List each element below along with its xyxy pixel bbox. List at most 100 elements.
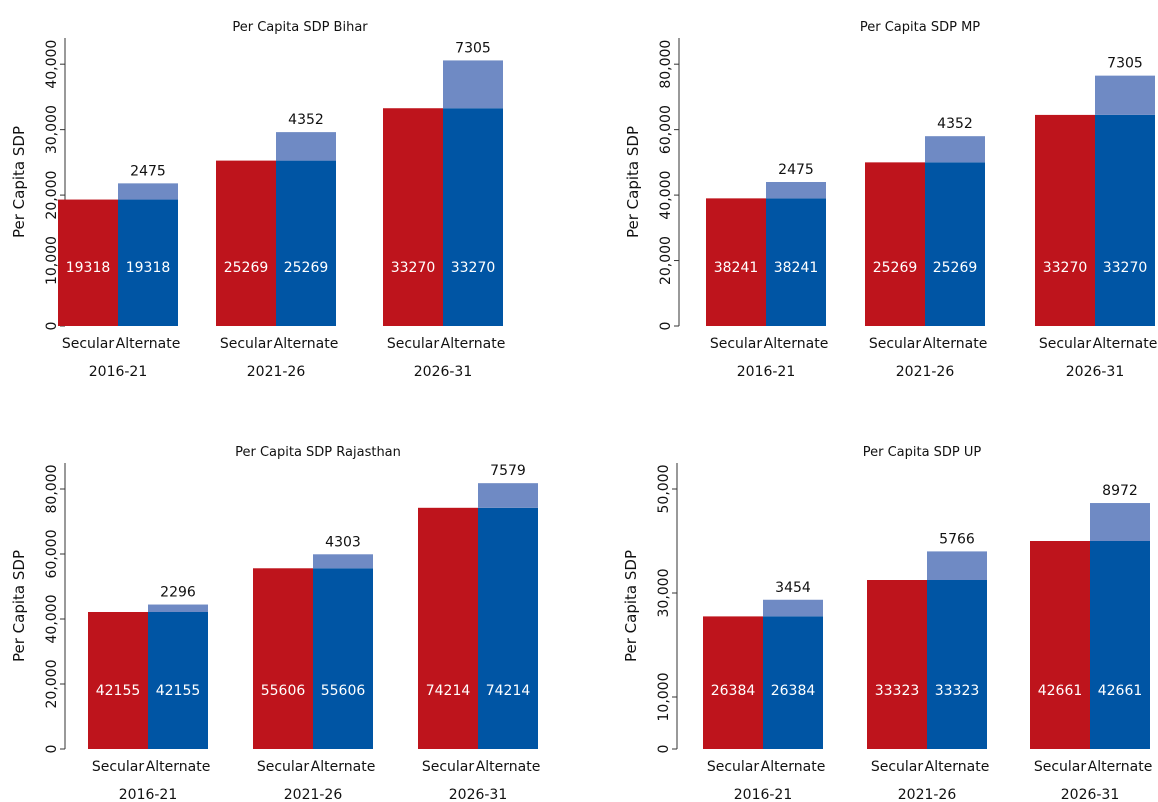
y-tick-label: 40,000	[44, 595, 60, 644]
y-tick-label: 20,000	[44, 660, 60, 709]
value-label-alternate: 33270	[1103, 260, 1148, 276]
bar-secular	[58, 199, 118, 326]
chart-panel-3: Per Capita SDP UP Per Capita SDP 0 10,000 30…	[622, 445, 1152, 802]
value-label-increment: 3454	[775, 580, 811, 596]
value-label-alternate: 38241	[774, 260, 819, 276]
bar-label-secular: Secular	[869, 336, 922, 352]
y-tick-label: 0	[44, 322, 60, 331]
bar-alternate-increment	[118, 183, 178, 200]
bar-alternate-increment	[763, 599, 823, 617]
bar-alternate	[148, 611, 208, 749]
bar-label-alternate: Alternate	[1088, 759, 1153, 775]
bar-secular	[1030, 541, 1090, 749]
chart-panel-0: Per Capita SDP Bihar Per Capita SDP 0 10,00…	[10, 20, 505, 380]
bar-label-alternate: Alternate	[311, 759, 376, 775]
value-label-alternate: 42661	[1098, 683, 1143, 699]
bar-label-alternate: Alternate	[146, 759, 211, 775]
value-label-increment: 5766	[939, 531, 975, 547]
chart-title: Per Capita SDP MP	[860, 20, 980, 35]
category-label: 2016-21	[89, 364, 148, 380]
value-label-alternate: 74214	[486, 683, 531, 699]
bar-secular	[383, 108, 443, 326]
value-label-increment: 8972	[1102, 483, 1138, 499]
value-label-secular: 33270	[391, 260, 436, 276]
bar-alternate-increment	[478, 483, 538, 508]
category-label: 2026-31	[1066, 364, 1125, 380]
bar-alternate	[766, 198, 826, 326]
value-label-secular: 42155	[96, 683, 141, 699]
value-label-alternate: 33270	[451, 260, 496, 276]
y-tick-label: 0	[658, 322, 674, 331]
category-label: 2021-26	[284, 787, 343, 802]
bar-label-secular: Secular	[92, 759, 145, 775]
bar-label-secular: Secular	[422, 759, 475, 775]
bar-alternate-increment	[927, 551, 987, 580]
value-label-secular: 42661	[1038, 683, 1083, 699]
bar-alternate	[763, 616, 823, 749]
bar-alternate-increment	[925, 136, 985, 163]
category-label: 2026-31	[414, 364, 473, 380]
bar-label-secular: Secular	[62, 336, 115, 352]
bar-secular	[88, 611, 148, 749]
value-label-alternate: 42155	[156, 683, 201, 699]
y-axis-label: Per Capita SDP	[624, 126, 642, 238]
bar-alternate-increment	[443, 60, 503, 109]
bar-alternate	[925, 162, 985, 326]
bar-alternate-increment	[1090, 503, 1150, 541]
y-tick-label: 60,000	[658, 105, 674, 154]
y-tick-label: 80,000	[658, 40, 674, 89]
value-label-secular: 33270	[1043, 260, 1088, 276]
bar-label-secular: Secular	[220, 336, 273, 352]
bar-secular	[867, 580, 927, 749]
value-label-alternate: 19318	[126, 260, 171, 276]
bar-label-alternate: Alternate	[925, 759, 990, 775]
bar-secular	[216, 160, 276, 326]
bar-label-secular: Secular	[707, 759, 760, 775]
y-axis-label: Per Capita SDP	[622, 550, 640, 662]
bar-secular	[706, 198, 766, 326]
y-tick-label: 20,000	[658, 236, 674, 285]
bar-secular	[865, 162, 925, 326]
value-label-alternate: 25269	[284, 260, 329, 276]
chart-title: Per Capita SDP Bihar	[232, 20, 368, 35]
value-label-alternate: 33323	[935, 683, 980, 699]
y-tick-label: 20,000	[44, 171, 60, 220]
chart-title: Per Capita SDP Rajasthan	[235, 445, 401, 460]
y-tick-label: 0	[44, 745, 60, 754]
value-label-alternate: 55606	[321, 683, 366, 699]
bar-label-alternate: Alternate	[476, 759, 541, 775]
bar-label-secular: Secular	[871, 759, 924, 775]
value-label-increment: 2475	[130, 163, 166, 179]
bar-secular	[1035, 114, 1095, 326]
bar-label-alternate: Alternate	[761, 759, 826, 775]
value-label-increment: 2296	[160, 585, 196, 601]
bar-secular	[703, 616, 763, 749]
bar-secular	[253, 568, 313, 749]
y-tick-label: 60,000	[44, 530, 60, 579]
bar-label-alternate: Alternate	[116, 336, 181, 352]
bar-alternate	[276, 160, 336, 326]
bar-label-alternate: Alternate	[764, 336, 829, 352]
category-label: 2021-26	[896, 364, 955, 380]
chart-title: Per Capita SDP UP	[863, 445, 982, 460]
value-label-alternate: 26384	[771, 683, 816, 699]
bar-alternate-increment	[276, 132, 336, 161]
bar-label-alternate: Alternate	[1093, 336, 1158, 352]
bar-alternate-increment	[766, 182, 826, 199]
bar-secular	[418, 507, 478, 749]
bar-alternate	[1090, 541, 1150, 749]
value-label-increment: 7305	[455, 40, 491, 56]
value-label-secular: 38241	[714, 260, 759, 276]
y-axis-label: Per Capita SDP	[10, 550, 28, 662]
y-tick-label: 0	[656, 745, 672, 754]
bar-label-alternate: Alternate	[274, 336, 339, 352]
chart-panel-1: Per Capita SDP MP Per Capita SDP 0 20,000 40…	[624, 20, 1157, 380]
value-label-increment: 7579	[490, 463, 526, 479]
value-label-secular: 74214	[426, 683, 471, 699]
chart-panel-2: Per Capita SDP Rajasthan Per Capita SDP 0 2…	[10, 445, 540, 802]
value-label-increment: 2475	[778, 162, 814, 178]
category-label: 2016-21	[119, 787, 178, 802]
value-label-secular: 25269	[224, 260, 269, 276]
y-tick-label: 50,000	[656, 465, 672, 514]
